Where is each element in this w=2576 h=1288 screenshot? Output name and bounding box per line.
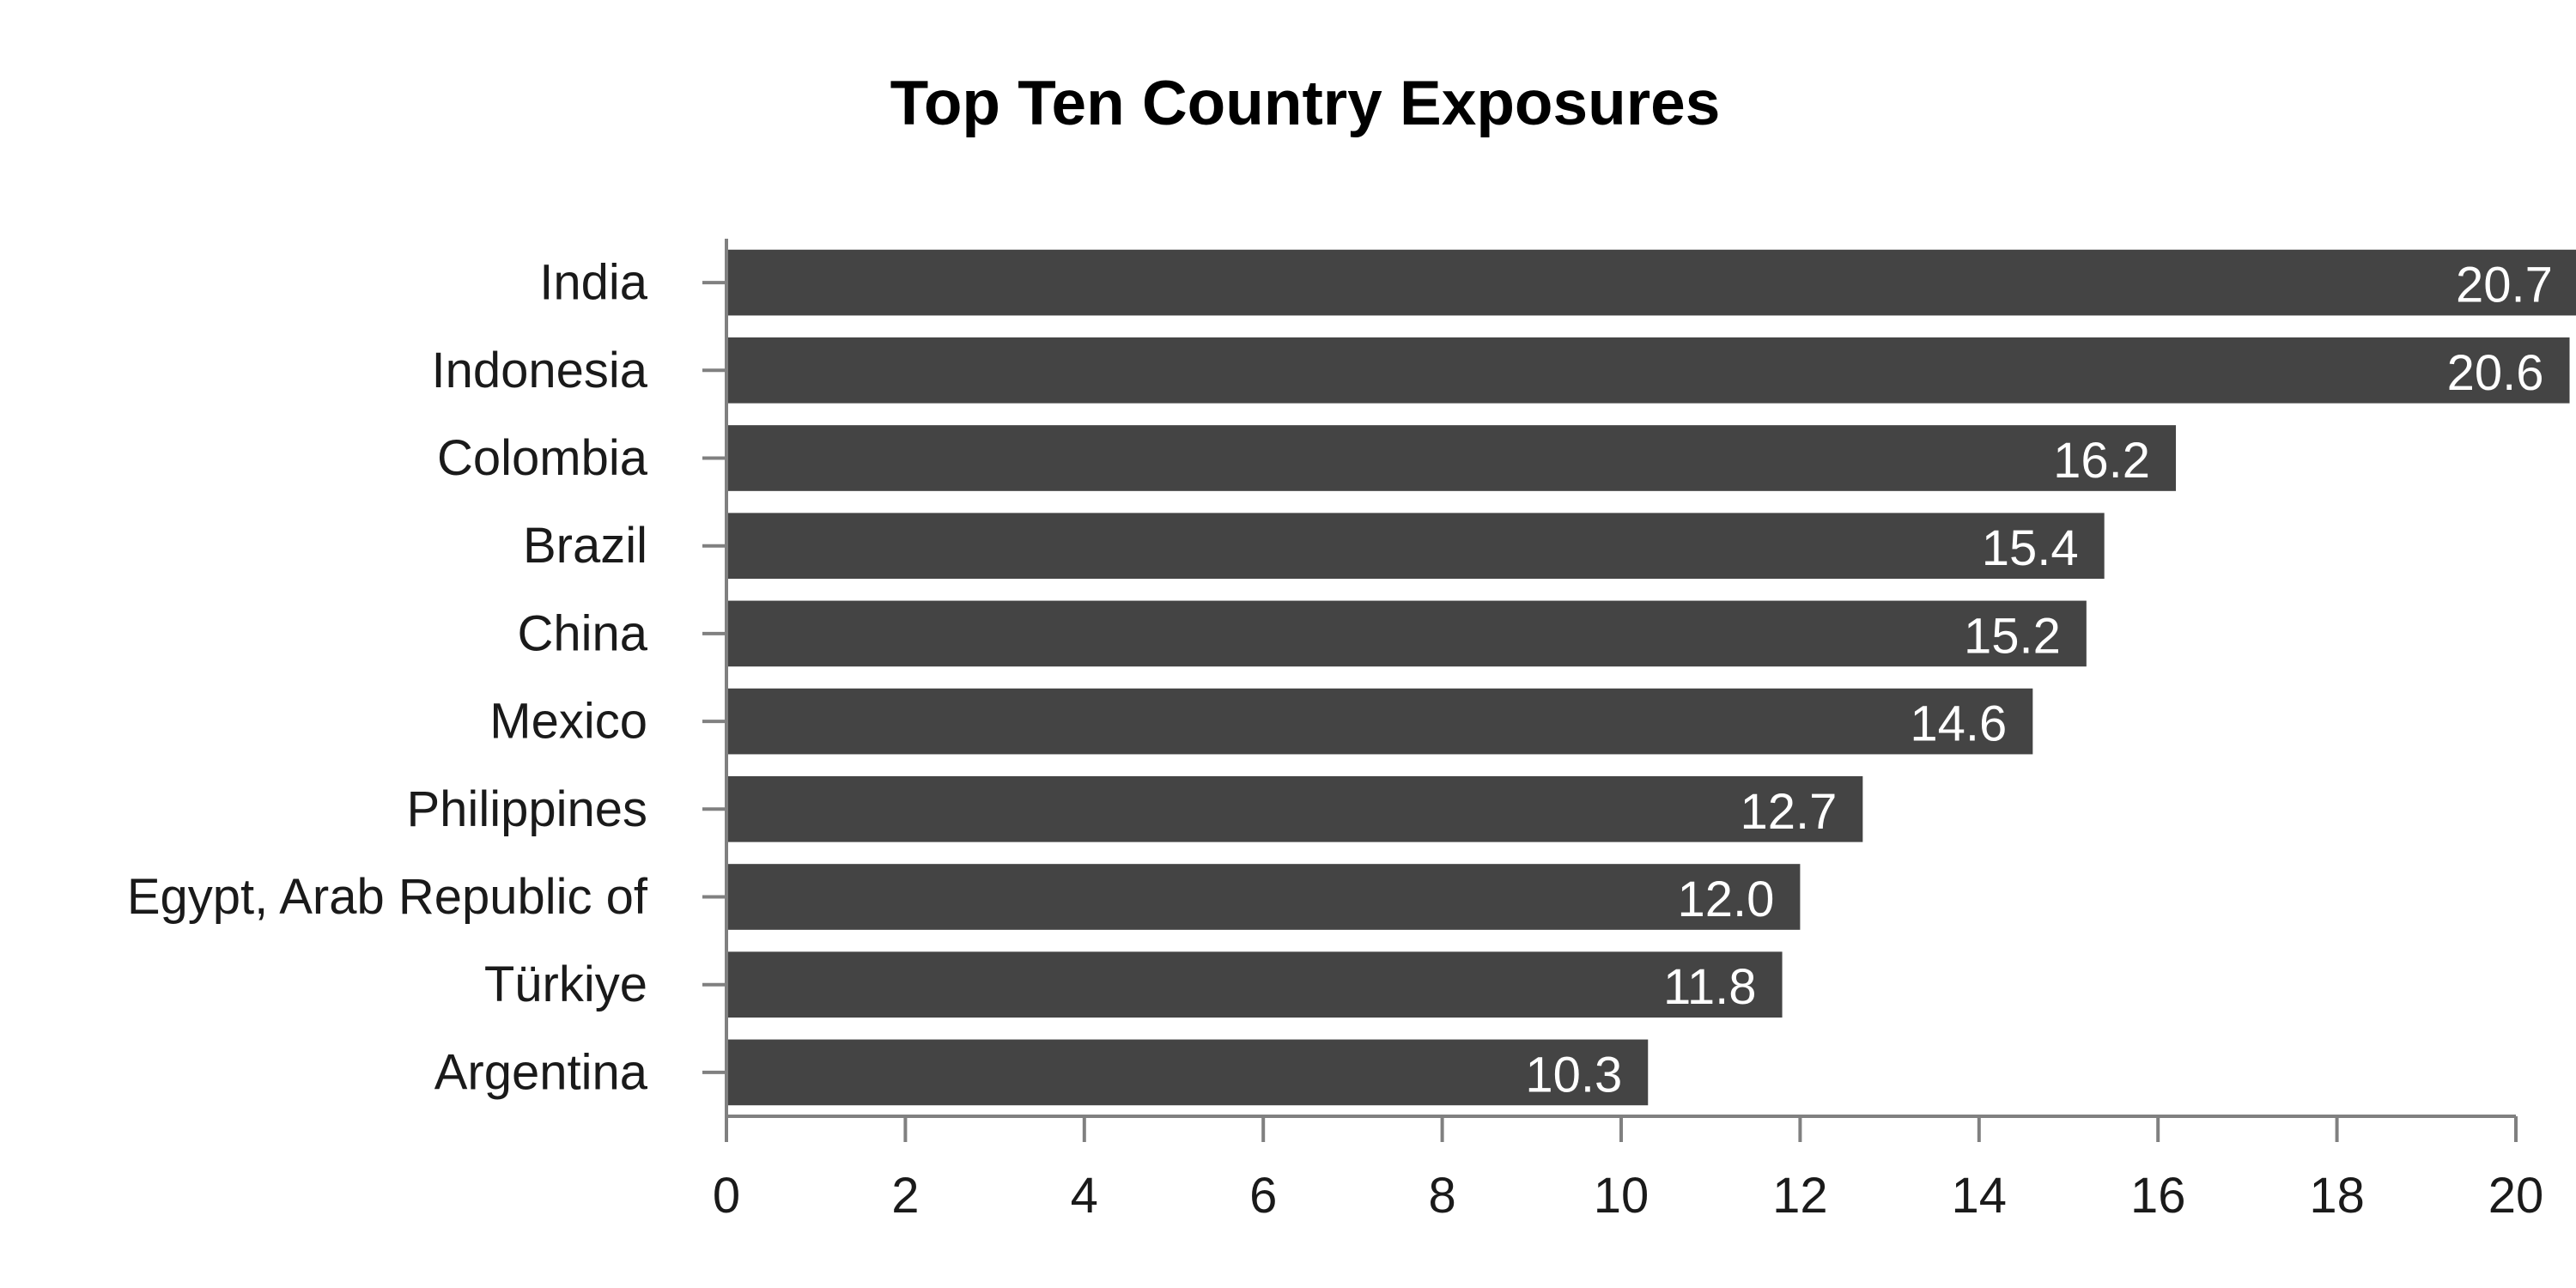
bar-t-rkiye: [728, 951, 1783, 1018]
value-label: 14.6: [1910, 696, 2007, 752]
x-tick-label: 14: [1952, 1168, 2008, 1224]
x-ticks-group: 0 2 4 6 8 10 12 14 16 18 20: [713, 1116, 2543, 1224]
x-tick-label: 12: [1772, 1168, 1828, 1224]
x-tick-label: 18: [2309, 1168, 2365, 1224]
value-labels-group: 20.7 20.6 16.2 15.4 15.2 14.6 12.7 12.0 11.8 10.3: [1525, 258, 2553, 1103]
value-label: 20.7: [2456, 258, 2553, 313]
x-tick-label: 6: [1249, 1168, 1277, 1224]
bar-indonesia: [728, 337, 2570, 404]
x-tick-label: 20: [2488, 1168, 2544, 1224]
category-label: India: [539, 255, 648, 311]
value-label: 10.3: [1525, 1047, 1622, 1103]
bar-argentina: [728, 1039, 1649, 1106]
value-label: 12.7: [1740, 784, 1837, 840]
x-tick-label: 0: [713, 1168, 740, 1224]
bar-mexico: [728, 688, 2033, 755]
value-label: 12.0: [1678, 872, 1775, 927]
category-label: Indonesia: [431, 343, 647, 398]
chart-title: Top Ten Country Exposures: [890, 69, 1721, 138]
x-tick-label: 2: [891, 1168, 919, 1224]
x-tick-label: 8: [1428, 1168, 1455, 1224]
x-tick-label: 10: [1594, 1168, 1649, 1224]
bar-brazil: [728, 513, 2105, 580]
x-tick-label: 4: [1071, 1168, 1098, 1224]
bar-colombia: [728, 425, 2177, 491]
value-label: 20.6: [2447, 345, 2544, 401]
category-label: Brazil: [523, 518, 647, 574]
category-label: Philippines: [406, 781, 647, 837]
value-label: 11.8: [1663, 959, 1757, 1015]
category-label: Mexico: [489, 694, 647, 750]
category-label: Argentina: [434, 1044, 648, 1100]
value-label: 15.4: [1982, 520, 2079, 576]
bar-china: [728, 600, 2087, 667]
bar-egypt-arab-republic-of: [728, 864, 1801, 930]
x-tick-label: 16: [2130, 1168, 2186, 1224]
category-labels-group: India Indonesia Colombia Brazil China Mexico P…: [127, 255, 648, 1101]
value-label: 15.2: [1964, 608, 2061, 664]
bar-philippines: [728, 775, 1863, 842]
bars-group: [728, 249, 2576, 1106]
value-label: 16.2: [2053, 433, 2150, 489]
category-label: Colombia: [437, 430, 648, 486]
category-label: Türkiye: [484, 957, 647, 1012]
category-label: China: [517, 605, 647, 661]
category-label: Egypt, Arab Republic of: [127, 869, 648, 925]
bar-india: [728, 249, 2576, 316]
